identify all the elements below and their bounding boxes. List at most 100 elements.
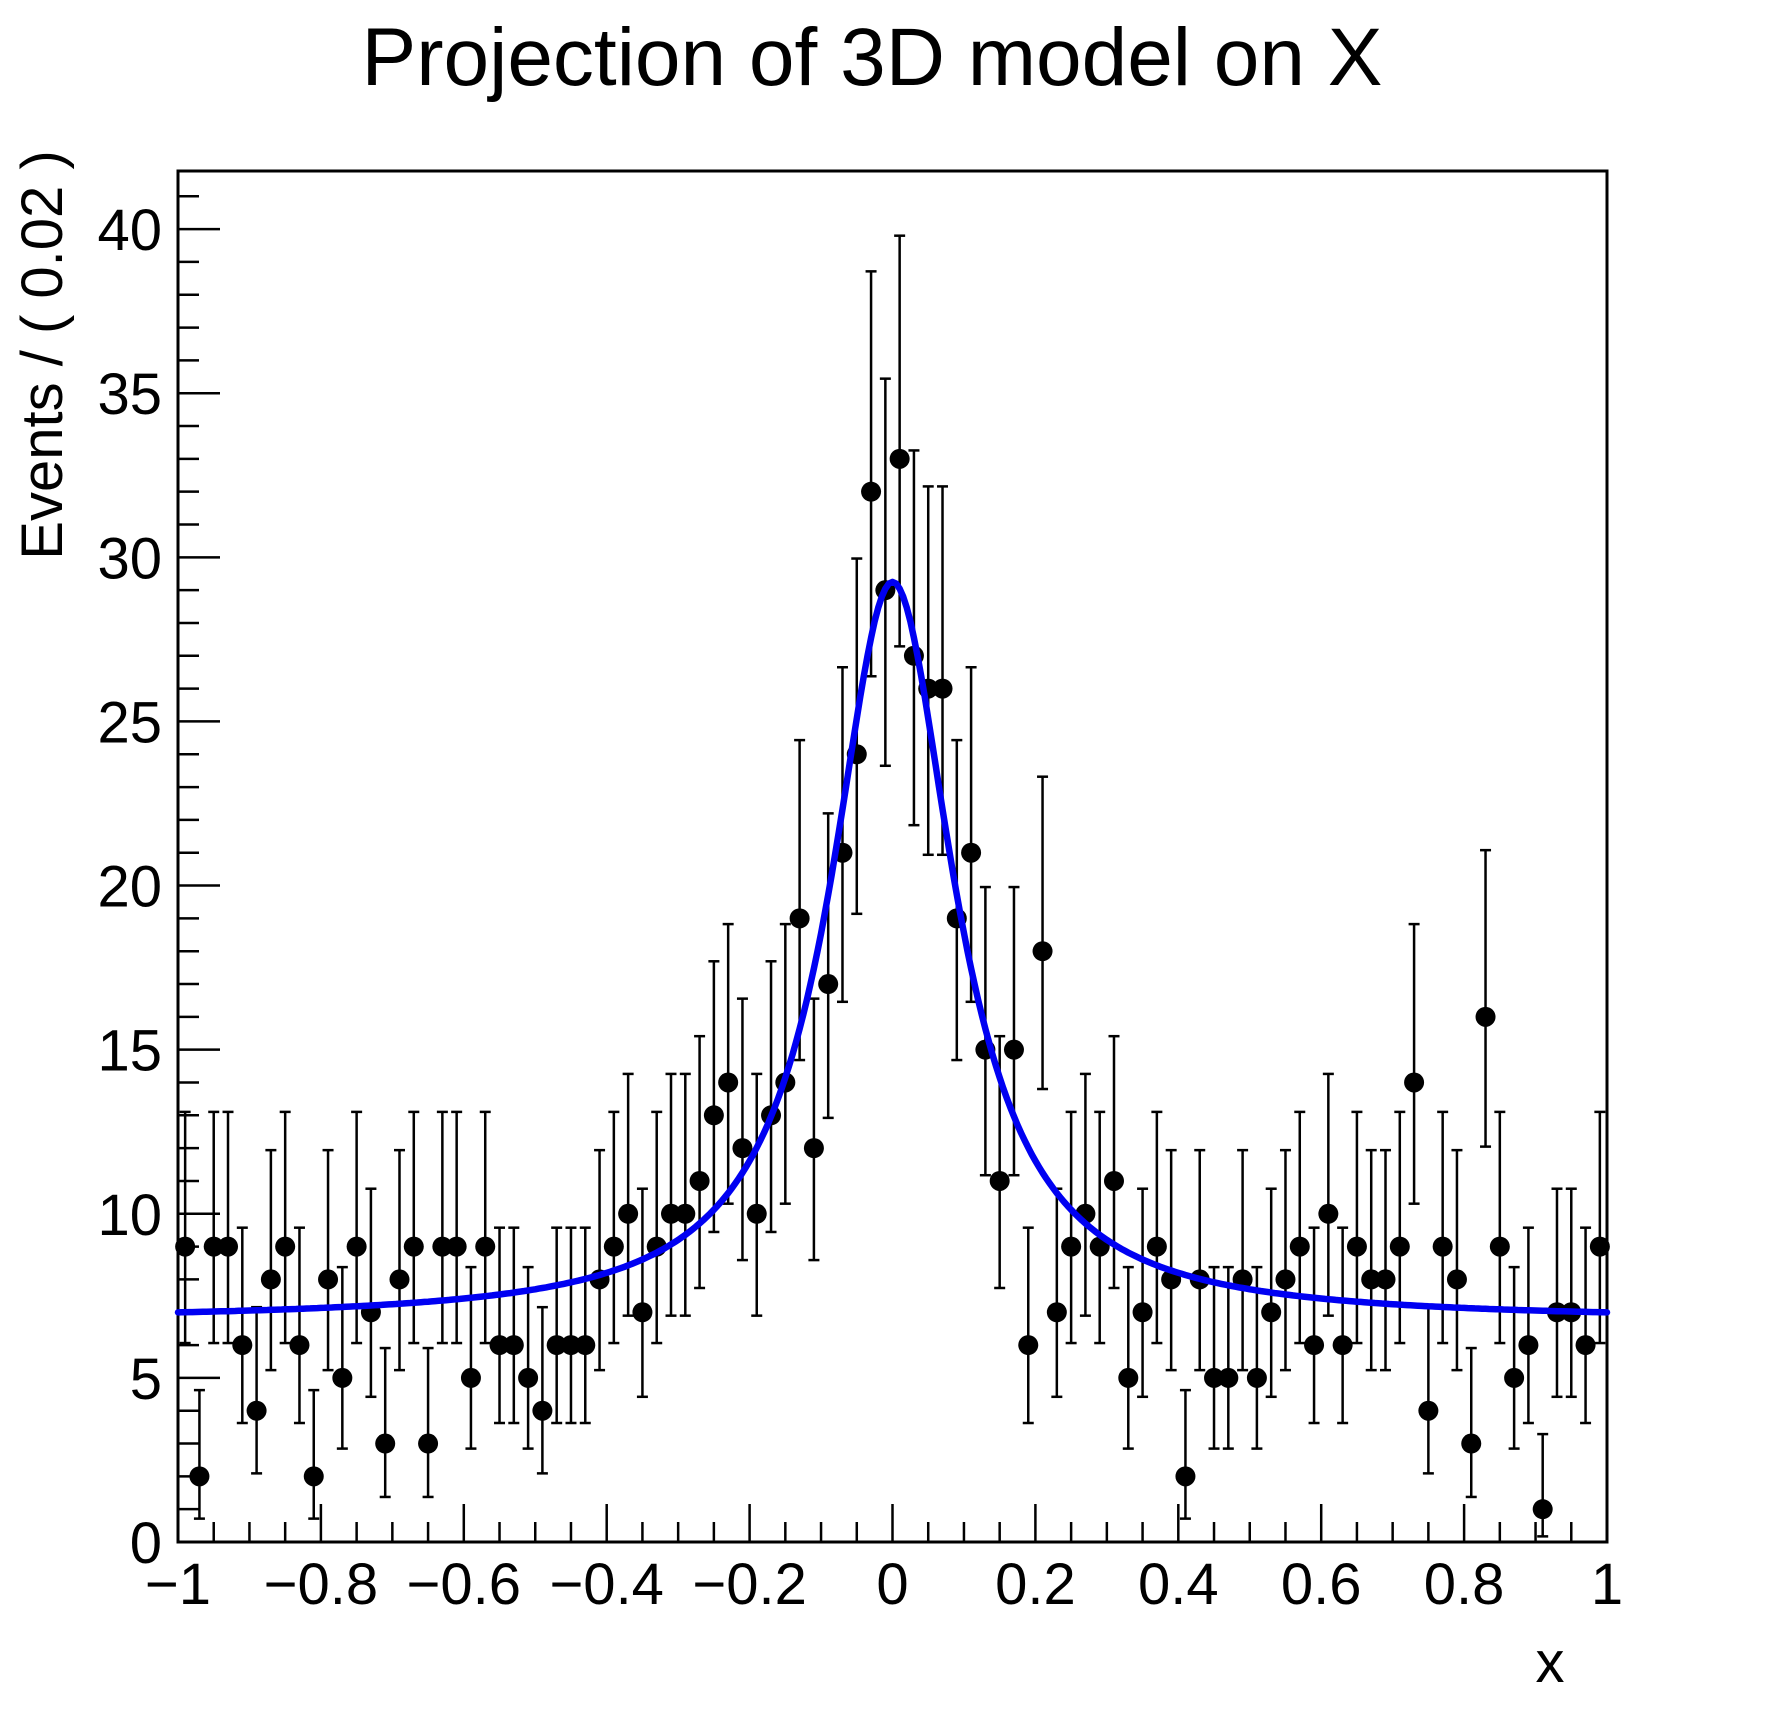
y-tick-label: 35: [97, 362, 162, 427]
data-point-group: [360, 1187, 381, 1399]
data-point: [803, 1138, 824, 1159]
data-point: [1518, 1335, 1539, 1356]
data-point-group: [746, 1072, 767, 1317]
data-point: [346, 1236, 367, 1257]
data-point: [989, 1170, 1010, 1191]
y-axis-title: Events / ( 0.02 ): [10, 150, 75, 559]
data-point: [203, 1236, 224, 1257]
data-point: [560, 1335, 581, 1356]
data-point-group: [289, 1226, 310, 1425]
data-point-group: [1118, 1265, 1139, 1450]
data-point: [518, 1367, 539, 1388]
data-point: [232, 1335, 253, 1356]
data-point: [689, 1170, 710, 1191]
data-point: [303, 1466, 324, 1487]
data-point: [1361, 1269, 1382, 1290]
data-point: [418, 1433, 439, 1454]
y-tick-labels: 0 5 10 15 20 25 30 35 40: [97, 198, 162, 1576]
data-point: [1404, 1072, 1425, 1093]
data-point-group: [961, 665, 982, 1004]
data-point-group: [318, 1148, 339, 1372]
data-point-group: [589, 1148, 610, 1372]
y-tick-label: 5: [130, 1347, 162, 1412]
data-point-group: [661, 1072, 682, 1317]
data-point-group: [1346, 1110, 1367, 1345]
data-point-group: [532, 1305, 553, 1475]
data-point-group: [618, 1072, 639, 1317]
data-point: [546, 1335, 567, 1356]
data-point: [818, 974, 839, 995]
data-point-group: [1404, 922, 1425, 1205]
x-tick-label: 1: [1591, 1552, 1623, 1617]
y-tick-label: 10: [97, 1183, 162, 1248]
data-point: [175, 1236, 196, 1257]
x-tick-label: −1: [145, 1552, 211, 1617]
data-point: [403, 1236, 424, 1257]
data-points: [175, 234, 1610, 1538]
x-tick-label: −0.4: [549, 1552, 664, 1617]
data-point: [446, 1236, 467, 1257]
data-point: [260, 1269, 281, 1290]
data-point: [1175, 1466, 1196, 1487]
data-point: [1289, 1236, 1310, 1257]
data-point-group: [189, 1388, 210, 1520]
data-point-group: [689, 1034, 710, 1290]
data-point: [532, 1400, 553, 1421]
data-point-group: [1204, 1265, 1225, 1450]
data-point: [718, 1072, 739, 1093]
data-point-group: [375, 1346, 396, 1499]
x-tick-label: 0.8: [1424, 1552, 1505, 1617]
data-point-group: [1361, 1148, 1382, 1372]
data-point: [275, 1236, 296, 1257]
data-point-group: [1475, 848, 1496, 1148]
data-point: [489, 1335, 510, 1356]
fit-curve: [174, 578, 1611, 1316]
data-point-group: [1132, 1187, 1153, 1399]
data-point: [1032, 941, 1053, 962]
data-point-group: [303, 1388, 324, 1520]
x-tick-label: 0.2: [995, 1552, 1076, 1617]
x-tick-label: −0.2: [692, 1552, 807, 1617]
data-point-group: [861, 270, 882, 678]
data-point-group: [1489, 1110, 1510, 1345]
data-point-group: [732, 997, 753, 1262]
data-point: [1475, 1006, 1496, 1027]
data-point-group: [1218, 1265, 1239, 1450]
data-point-group: [875, 377, 896, 768]
data-point: [732, 1138, 753, 1159]
data-point-group: [418, 1346, 439, 1499]
data-point: [246, 1400, 267, 1421]
data-point: [218, 1236, 239, 1257]
data-point-group: [332, 1265, 353, 1450]
data-point: [1346, 1236, 1367, 1257]
data-point-group: [1518, 1226, 1539, 1425]
data-point: [1132, 1302, 1153, 1323]
data-point-group: [1504, 1265, 1525, 1450]
data-point: [932, 678, 953, 699]
data-point-group: [475, 1110, 496, 1345]
plot-frame: [176, 169, 1609, 1544]
data-point: [1389, 1236, 1410, 1257]
data-point-group: [803, 997, 824, 1262]
data-point: [1046, 1302, 1067, 1323]
data-point-group: [1318, 1072, 1339, 1317]
x-tick-label: 0.6: [1281, 1552, 1362, 1617]
data-point: [1446, 1269, 1467, 1290]
data-point-group: [1532, 1432, 1553, 1538]
data-point-group: [389, 1148, 410, 1372]
data-point-group: [1289, 1110, 1310, 1345]
data-point: [1304, 1335, 1325, 1356]
data-point-group: [232, 1226, 253, 1425]
data-point-group: [718, 922, 739, 1205]
data-point: [1003, 1039, 1024, 1060]
data-point: [375, 1433, 396, 1454]
data-point: [1275, 1269, 1296, 1290]
data-point-group: [1275, 1148, 1296, 1372]
data-point-group: [1146, 1110, 1167, 1345]
data-point-group: [1418, 1305, 1439, 1475]
data-point-group: [1018, 1226, 1039, 1425]
data-point-group: [546, 1226, 567, 1425]
data-point: [1246, 1367, 1267, 1388]
